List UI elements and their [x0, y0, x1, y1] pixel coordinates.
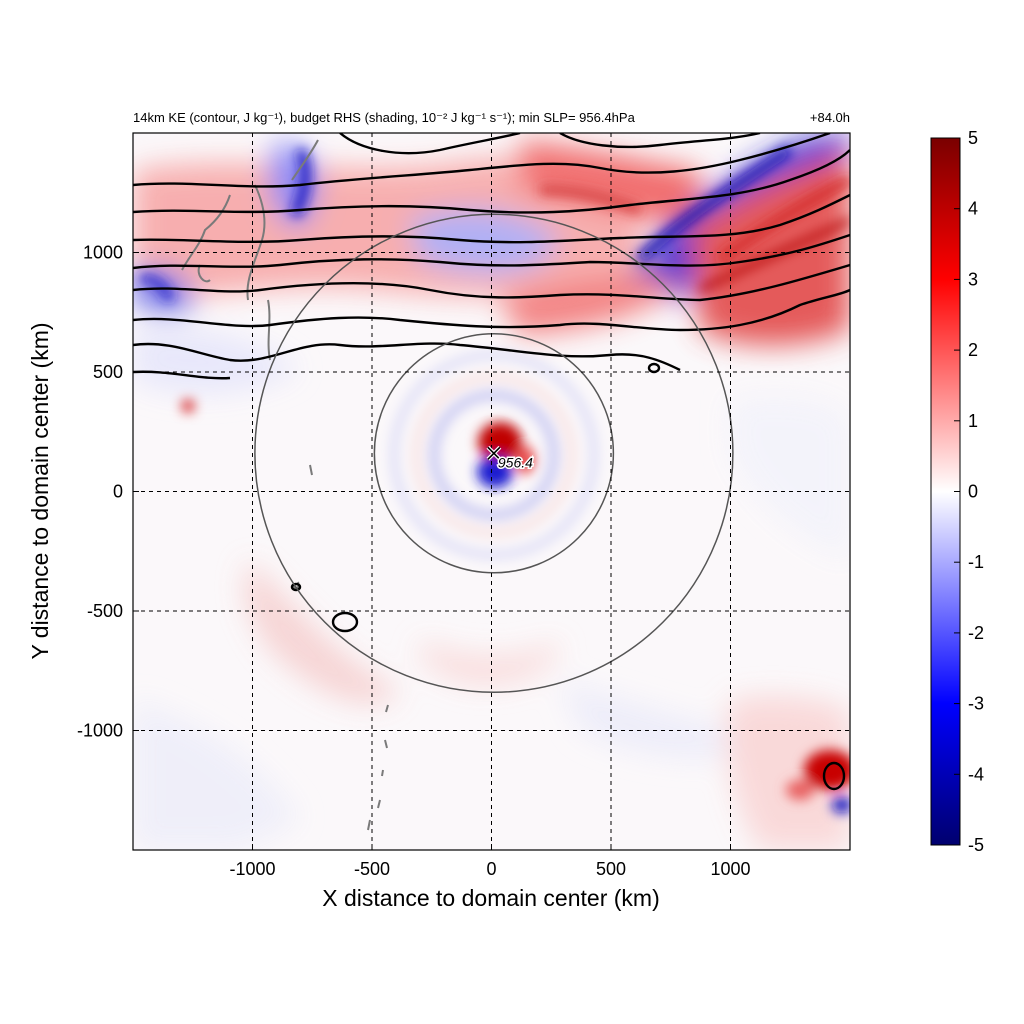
colorbar-ticks: 5 4 3 2 1 0 -1 -2 -3 -4 -5 [954, 128, 984, 855]
colorbar-tick-label: 4 [968, 199, 978, 219]
range-ring [373, 333, 615, 574]
x-tick-label: 0 [486, 859, 496, 879]
storm-marker [487, 446, 501, 460]
y-tick-label: -500 [87, 601, 123, 621]
x-axis: -1000 -500 0 500 1000 [229, 844, 751, 879]
colorbar-tick-label: -2 [968, 623, 984, 643]
x-tick-label: -500 [354, 859, 390, 879]
colorbar-tick-label: -3 [968, 694, 984, 714]
x-tick-label: 500 [596, 859, 626, 879]
coastline [181, 139, 389, 831]
y-tick-label: -1000 [77, 721, 123, 741]
colorbar-tick-label: 5 [968, 128, 978, 148]
y-tick-label: 0 [113, 482, 123, 502]
colorbar: 5 4 3 2 1 0 -1 -2 -3 -4 -5 [930, 128, 984, 855]
y-tick-label: 1000 [83, 243, 123, 263]
chart-title: 14km KE (contour, J kg⁻¹), budget RHS (s… [133, 110, 636, 125]
range-rings [254, 213, 734, 694]
colorbar-tick-label: -5 [968, 835, 984, 855]
ke-contours [133, 133, 850, 791]
y-tick-label: 500 [93, 362, 123, 382]
colorbar-tick-label: -1 [968, 552, 984, 572]
x-tick-label: -1000 [229, 859, 275, 879]
colorbar-tick-label: -4 [968, 764, 984, 784]
x-tick-label: 1000 [710, 859, 750, 879]
chart-title-right: +84.0h [810, 110, 850, 125]
colorbar-tick-label: 2 [968, 340, 978, 360]
colorbar-tick-label: 3 [968, 269, 978, 289]
x-axis-label: X distance to domain center (km) [322, 885, 659, 911]
colorbar-tick-label: 1 [968, 411, 978, 431]
storm-label-halo: 956.4 [498, 454, 533, 470]
y-axis: -1000 -500 0 500 1000 [77, 243, 139, 741]
storm-label: 956.4 [498, 454, 533, 470]
y-axis-label: Y distance to domain center (km) [27, 322, 53, 659]
range-ring [254, 213, 734, 694]
colorbar-tick-label: 0 [968, 482, 978, 502]
